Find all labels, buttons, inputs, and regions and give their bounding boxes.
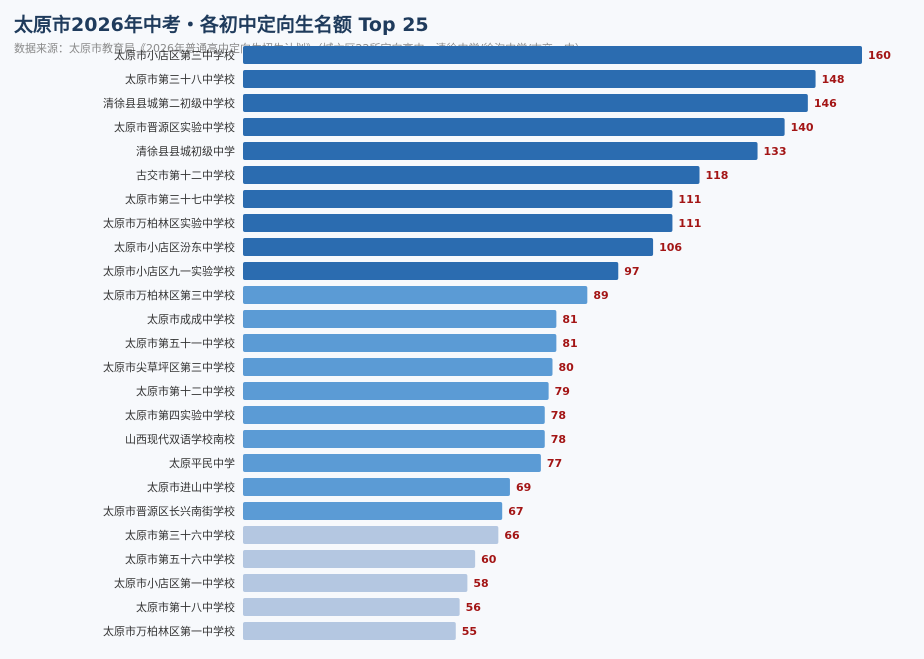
value-label: 81 — [562, 337, 577, 350]
category-label: 太原市第十八中学校 — [136, 600, 235, 614]
value-label: 79 — [555, 385, 570, 398]
value-label: 81 — [562, 313, 577, 326]
category-label: 太原市第五十六中学校 — [125, 552, 235, 566]
value-label: 97 — [624, 265, 639, 278]
bar — [243, 598, 460, 616]
value-label: 78 — [551, 433, 566, 446]
bar — [243, 142, 758, 160]
category-label: 太原市晋源区实验中学校 — [114, 120, 235, 134]
value-label: 133 — [764, 145, 787, 158]
category-label: 太原市万柏林区第三中学校 — [103, 288, 235, 302]
value-label: 77 — [547, 457, 562, 470]
value-label: 55 — [462, 625, 477, 638]
bar — [243, 502, 503, 520]
bar — [243, 550, 476, 568]
bar — [243, 334, 557, 352]
bar — [243, 94, 808, 112]
value-label: 111 — [678, 217, 701, 230]
bar — [243, 406, 545, 424]
bar — [243, 190, 673, 208]
bar — [243, 166, 700, 184]
category-label: 太原平民中学 — [169, 456, 235, 470]
bar — [243, 382, 549, 400]
category-label: 太原市第五十一中学校 — [125, 336, 235, 350]
value-label: 148 — [822, 73, 845, 86]
bar — [243, 118, 785, 136]
value-label: 78 — [551, 409, 566, 422]
category-label: 太原市第三十六中学校 — [125, 528, 235, 542]
bar — [243, 70, 816, 88]
value-label: 106 — [659, 241, 682, 254]
category-label: 清徐县县城初级中学 — [136, 144, 235, 158]
category-label: 太原市第三十七中学校 — [125, 192, 235, 206]
value-label: 111 — [678, 193, 701, 206]
category-label: 古交市第十二中学校 — [136, 168, 235, 182]
bar — [243, 622, 456, 640]
category-label: 太原市第十二中学校 — [136, 384, 235, 398]
category-label: 太原市小店区第一中学校 — [114, 576, 235, 590]
value-label: 140 — [791, 121, 814, 134]
value-label: 80 — [559, 361, 575, 374]
category-label: 太原市进山中学校 — [147, 480, 235, 494]
value-label: 118 — [706, 169, 729, 182]
value-label: 58 — [473, 577, 488, 590]
category-label: 太原市晋源区长兴南街学校 — [103, 504, 235, 518]
chart-title: 太原市2026年中考・各初中定向生名额 Top 25 — [14, 14, 429, 36]
bar — [243, 262, 619, 280]
bar — [243, 526, 499, 544]
value-label: 67 — [508, 505, 523, 518]
bar — [243, 214, 673, 232]
value-label: 60 — [481, 553, 497, 566]
bar — [243, 238, 654, 256]
bar — [243, 430, 545, 448]
category-label: 太原市第四实验中学校 — [125, 408, 235, 422]
category-label: 太原市小店区第三中学校 — [114, 48, 235, 62]
bar — [243, 454, 541, 472]
bar — [243, 310, 557, 328]
value-label: 146 — [814, 97, 837, 110]
bar — [243, 478, 510, 496]
value-label: 66 — [504, 529, 520, 542]
category-label: 山西现代双语学校南校 — [125, 432, 235, 446]
category-label: 太原市成成中学校 — [147, 312, 235, 326]
bar — [243, 574, 468, 592]
bar — [243, 358, 553, 376]
category-label: 太原市小店区九一实验学校 — [103, 264, 235, 278]
category-label: 清徐县县城第二初级中学校 — [103, 96, 235, 110]
category-label: 太原市小店区汾东中学校 — [114, 240, 235, 254]
bar — [243, 46, 862, 64]
value-label: 69 — [516, 481, 531, 494]
value-label: 89 — [593, 289, 608, 302]
category-label: 太原市尖草坪区第三中学校 — [103, 360, 235, 374]
bar — [243, 286, 588, 304]
category-label: 太原市万柏林区实验中学校 — [103, 216, 235, 230]
value-label: 56 — [466, 601, 482, 614]
category-label: 太原市万柏林区第一中学校 — [103, 624, 235, 638]
category-label: 太原市第三十八中学校 — [125, 72, 235, 86]
value-label: 160 — [868, 49, 891, 62]
